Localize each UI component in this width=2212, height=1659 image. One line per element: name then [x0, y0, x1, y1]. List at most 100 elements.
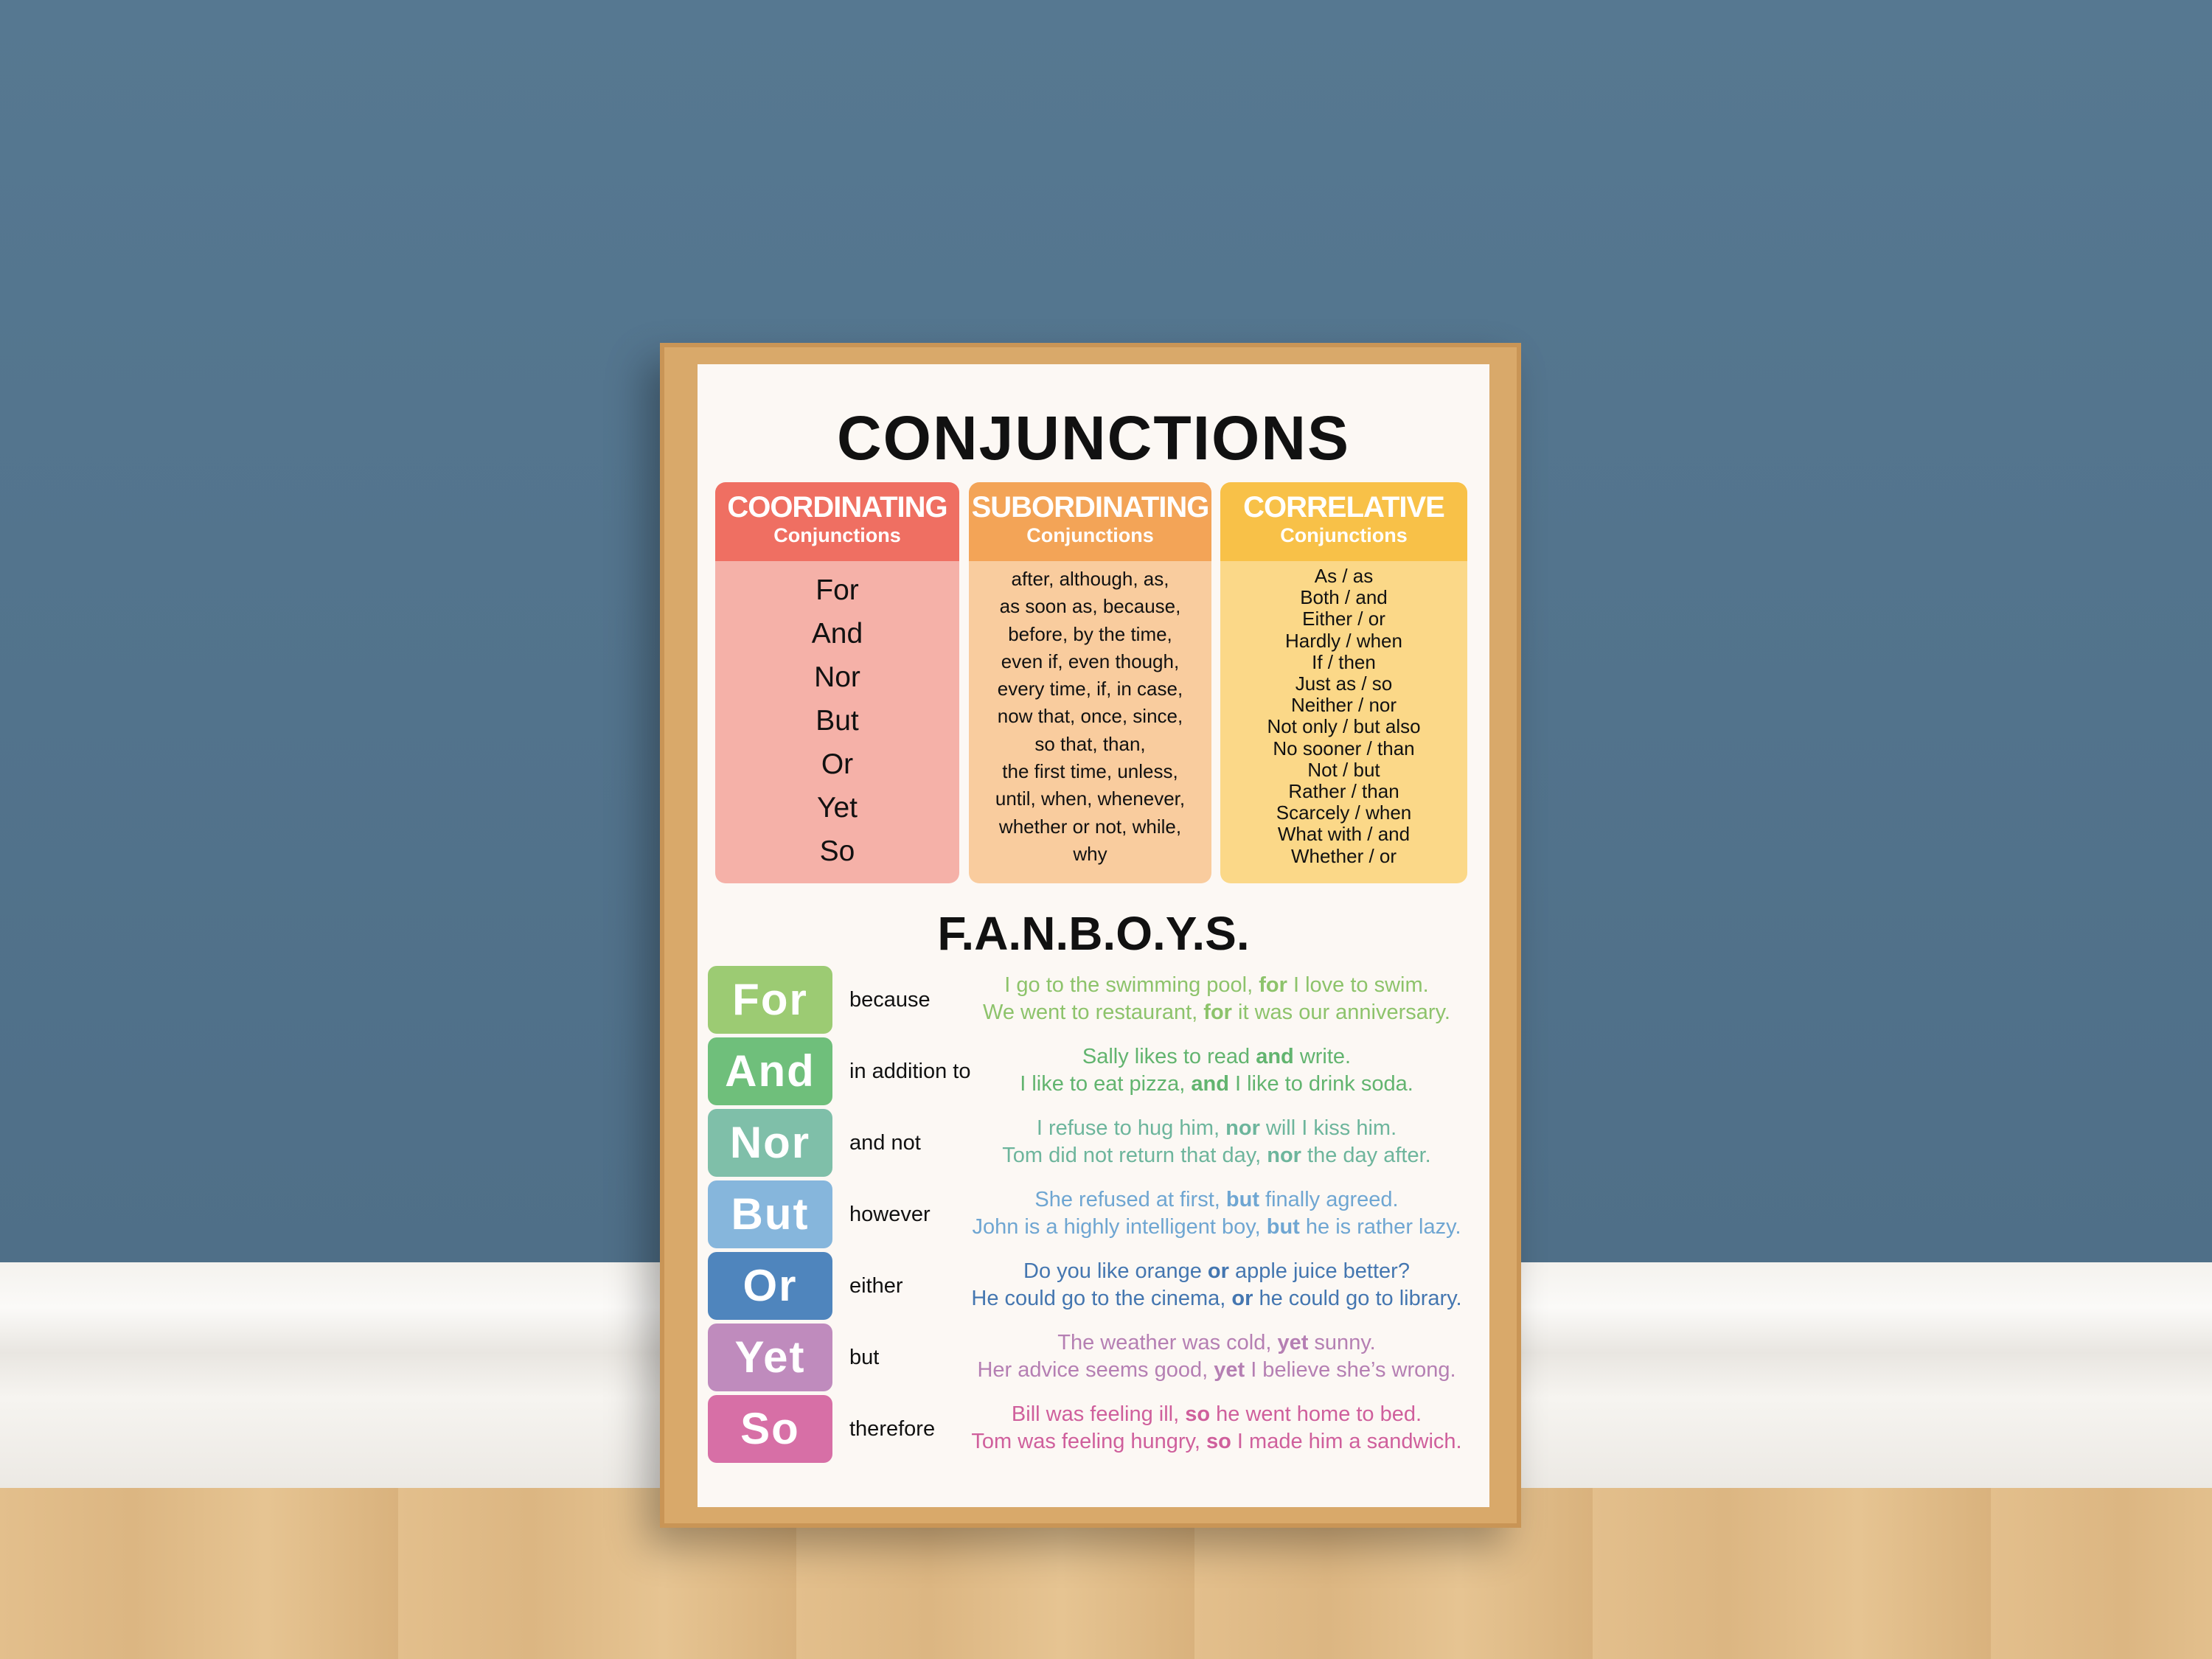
column-subordinating: SUBORDINATING Conjunctions after, although… [969, 482, 1211, 883]
conjunction-item: Yet [817, 792, 858, 824]
example-text: apple juice better? [1228, 1259, 1410, 1283]
column-header: SUBORDINATING Conjunctions [969, 482, 1211, 561]
example-text: Bill was feeling ill, [1011, 1402, 1186, 1426]
fanboys-row-so: So therefore Bill was feeling ill, so he w… [708, 1395, 1482, 1463]
example-conjunction: or [1231, 1287, 1253, 1310]
fanboys-title: F.A.N.B.O.Y.S. [937, 907, 1250, 960]
example-text: Tom did not return that day, [1002, 1144, 1267, 1167]
conjunction-item: before, by the time, [1008, 622, 1172, 645]
examples: I refuse to hug him, nor will I kiss him… [951, 1115, 1482, 1169]
example-text: he could go to library. [1253, 1287, 1462, 1310]
example-conjunction: nor [1225, 1116, 1260, 1140]
example-conjunction: for [1203, 1001, 1232, 1024]
conjunction-item: after, although, as, [1011, 568, 1169, 590]
conjunction-item: Not / but [1307, 758, 1380, 781]
fanboys-word-box: Yet [708, 1324, 832, 1391]
conjunction-item: If / then [1312, 650, 1376, 673]
example-sentence: John is a highly intelligent boy, but he… [951, 1214, 1482, 1241]
example-conjunction: yet [1277, 1331, 1309, 1354]
fanboys-row-yet: Yet but The weather was cold, yet sunny. He… [708, 1324, 1482, 1391]
example-text: I love to swim. [1287, 973, 1429, 997]
conjunction-item: even if, even though, [1001, 650, 1180, 672]
example-text: he is rather lazy. [1299, 1215, 1461, 1239]
fanboys-word-box: So [708, 1395, 832, 1463]
conjunction-item: Nor [814, 661, 860, 693]
example-conjunction: but [1266, 1215, 1300, 1239]
example-text: I go to the swimming pool, [1004, 973, 1259, 997]
conjunction-item: As / as [1314, 565, 1374, 587]
conjunction-item: So [819, 835, 855, 867]
fanboys-meaning: in addition to [849, 1060, 971, 1083]
example-sentence: The weather was cold, yet sunny. [951, 1329, 1482, 1357]
example-text: She refused at first, [1034, 1188, 1226, 1211]
example-text: I made him a sandwich. [1231, 1430, 1462, 1453]
example-conjunction: so [1185, 1402, 1211, 1426]
column-body: after, although, as, as soon as, because,… [969, 561, 1211, 883]
conjunction-item: Scarcely / when [1276, 801, 1412, 824]
conjunction-item: now that, once, since, [997, 705, 1183, 728]
example-text: Sally likes to read [1082, 1045, 1256, 1068]
example-conjunction: and [1256, 1045, 1294, 1068]
example-text: sunny. [1308, 1331, 1376, 1354]
conjunction-item: the first time, unless, [1002, 760, 1178, 783]
fanboys-word-box: But [708, 1180, 832, 1248]
fanboys-meaning: either [849, 1274, 903, 1298]
example-sentence: Tom was feeling hungry, so I made him a … [951, 1428, 1482, 1455]
fanboys-word-box: And [708, 1037, 832, 1105]
column-coordinating: COORDINATING Conjunctions For And Nor But Or Ye… [715, 482, 959, 883]
example-sentence: We went to restaurant, for it was our an… [951, 999, 1482, 1026]
poster: CONJUNCTIONS COORDINATING Conjunctions For… [698, 364, 1489, 1507]
examples: Bill was feeling ill, so he went home to… [951, 1401, 1482, 1455]
example-conjunction: yet [1214, 1358, 1245, 1382]
example-text: the day after. [1301, 1144, 1431, 1167]
fanboys-word-box: Or [708, 1252, 832, 1320]
example-text: Tom was feeling hungry, [971, 1430, 1207, 1453]
example-text: it was our anniversary. [1231, 1001, 1450, 1024]
example-text: John is a highly intelligent boy, [972, 1215, 1267, 1239]
examples: She refused at first, but finally agreed… [951, 1186, 1482, 1241]
conjunction-item: Just as / so [1295, 672, 1393, 695]
conjunction-item: And [811, 618, 863, 650]
fanboys-row-or: Or either Do you like orange or apple juic… [708, 1252, 1482, 1320]
example-text: he went home to bed. [1210, 1402, 1422, 1426]
conjunction-item: Whether / or [1290, 844, 1397, 867]
example-conjunction: so [1206, 1430, 1231, 1453]
column-correlative: CORRELATIVE Conjunctions As / as Both / and… [1220, 482, 1467, 883]
column-subtitle: Conjunctions [773, 524, 901, 546]
example-text: We went to restaurant, [983, 1001, 1204, 1024]
fanboys-meaning: because [849, 988, 931, 1012]
conjunction-item: For [815, 574, 859, 606]
fanboys-word-box: Nor [708, 1109, 832, 1177]
example-text: I refuse to hug him, [1036, 1116, 1226, 1140]
example-text: Her advice seems good, [977, 1358, 1214, 1382]
example-sentence: He could go to the cinema, or he could g… [951, 1285, 1482, 1312]
conjunction-item: why [1073, 842, 1107, 865]
fanboys-row-but: But however She refused at first, but fina… [708, 1180, 1482, 1248]
example-text: I like to drink soda. [1228, 1072, 1413, 1096]
conjunction-item: Neither / nor [1290, 694, 1397, 717]
example-text: write. [1293, 1045, 1352, 1068]
example-conjunction: but [1225, 1188, 1259, 1211]
poster-title: CONJUNCTIONS [836, 403, 1351, 473]
example-sentence: I like to eat pizza, and I like to drink… [951, 1071, 1482, 1098]
conjunction-item: until, when, whenever, [995, 787, 1186, 810]
conjunction-item: No sooner / than [1273, 737, 1415, 759]
example-text: will I kiss him. [1259, 1116, 1397, 1140]
conjunction-item: whether or not, while, [998, 815, 1182, 838]
example-text: finally agreed. [1259, 1188, 1399, 1211]
conjunction-item: Hardly / when [1285, 629, 1402, 652]
conjunction-item: Both / and [1300, 586, 1388, 609]
fanboys-row-nor: Nor and not I refuse to hug him, nor will … [708, 1109, 1482, 1177]
example-conjunction: for [1259, 973, 1287, 997]
example-text: Do you like orange [1023, 1259, 1208, 1283]
column-subtitle: Conjunctions [1280, 524, 1408, 546]
conjunction-item: Rather / than [1288, 780, 1399, 803]
examples: The weather was cold, yet sunny. Her advi… [951, 1329, 1482, 1384]
example-sentence: Bill was feeling ill, so he went home to… [951, 1401, 1482, 1428]
example-conjunction: or [1207, 1259, 1229, 1283]
column-title: CORRELATIVE [1243, 491, 1445, 524]
example-sentence: I refuse to hug him, nor will I kiss him… [951, 1115, 1482, 1142]
example-sentence: Do you like orange or apple juice better… [951, 1258, 1482, 1285]
fanboys-row-and: And in addition to Sally likes to read and… [708, 1037, 1482, 1105]
examples: I go to the swimming pool, for I love to… [951, 972, 1482, 1026]
